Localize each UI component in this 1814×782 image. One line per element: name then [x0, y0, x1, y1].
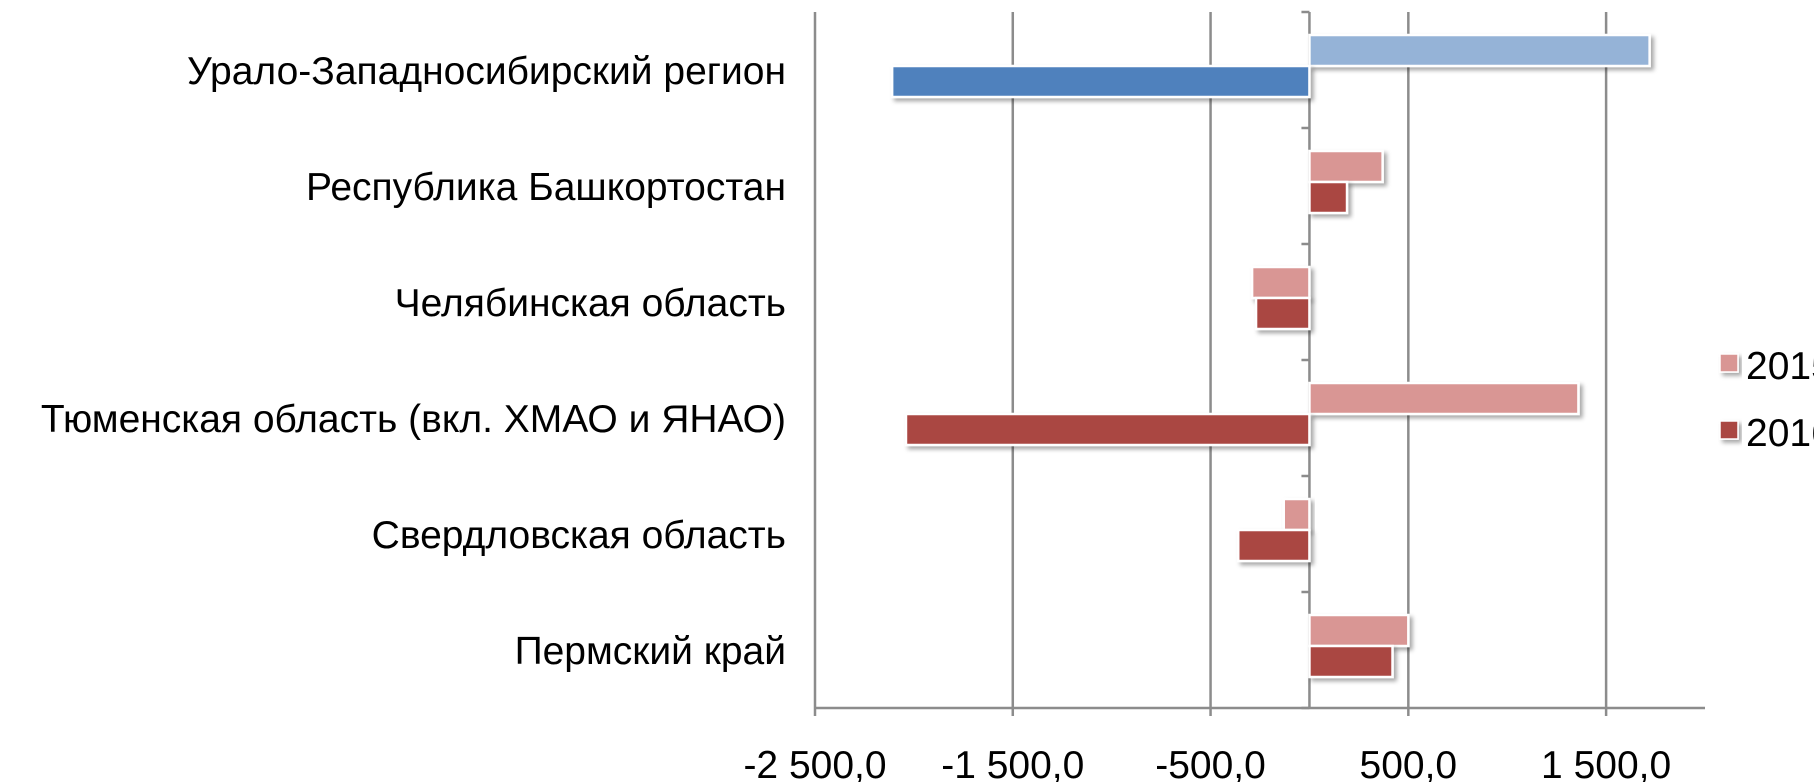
- legend: 2015 2016: [1719, 345, 1814, 455]
- bar-2015-2: [1250, 265, 1311, 300]
- legend-swatch-2015: [1719, 353, 1739, 373]
- category-label-1: Республика Башкортостан: [306, 166, 786, 209]
- legend-label-2016: 2016: [1746, 412, 1814, 455]
- bars: [890, 33, 1651, 679]
- bar-2016-3: [904, 412, 1311, 447]
- category-label-3: Тюменская область (вкл. ХМАО и ЯНАО): [41, 398, 786, 441]
- bar-2015-0: [1308, 33, 1651, 68]
- bar-2015-1: [1308, 149, 1384, 184]
- bar-2016-5: [1308, 644, 1394, 679]
- x-tick-label-4: 1 500,0: [1541, 744, 1671, 782]
- legend-swatch-2016: [1719, 420, 1739, 440]
- x-tick-label-3: 500,0: [1360, 744, 1458, 782]
- bar-2016-4: [1236, 528, 1311, 563]
- labels: Урало-Западносибирский регион Республика …: [41, 50, 1671, 782]
- category-label-4: Свердловская область: [372, 514, 786, 557]
- bar-2015-5: [1308, 613, 1410, 648]
- bar-2015-4: [1282, 497, 1311, 532]
- category-label-5: Пермский край: [515, 630, 786, 673]
- legend-label-2015: 2015: [1746, 345, 1814, 388]
- bar-2016-2: [1254, 296, 1311, 331]
- category-label-2: Челябинская область: [395, 282, 786, 325]
- axes: [813, 10, 1705, 716]
- bar-2016-1: [1308, 180, 1349, 215]
- gridlines: [813, 12, 1608, 708]
- bar-2016-0: [890, 64, 1311, 99]
- category-label-0: Урало-Западносибирский регион: [187, 50, 786, 93]
- x-tick-label-1: -1 500,0: [941, 744, 1084, 782]
- x-tick-label-0: -2 500,0: [743, 744, 886, 782]
- x-tick-label-2: -500,0: [1155, 744, 1266, 782]
- bar-2015-3: [1308, 381, 1580, 416]
